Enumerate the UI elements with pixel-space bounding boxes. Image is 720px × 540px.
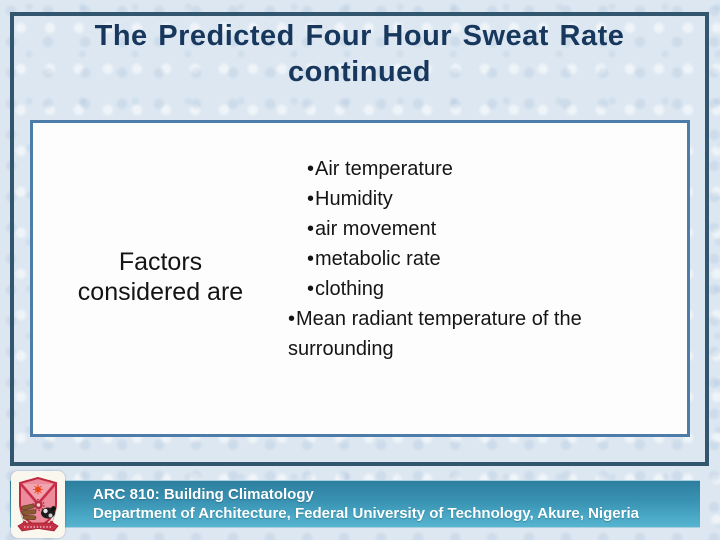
slide-frame: The Predicted Four Hour Sweat Rate conti… [10,12,709,466]
bullet-text: Air temperature [315,158,453,180]
bullet-icon: • [307,188,315,210]
factors-label-line-2: considered are [77,278,244,306]
university-crest-icon [17,476,59,532]
bullet-icon: • [307,158,315,180]
bullet-list: •Air temperature •Humidity •air movement… [288,154,638,364]
bullet-text: clothing [315,278,384,300]
factors-label: Factors considered are [53,247,268,307]
bullet-text: air movement [315,218,437,240]
content-box: Factors considered are •Air temperature … [30,120,690,437]
bullet-item: •Air temperature [288,154,638,184]
bullet-item: •air movement [288,214,638,244]
bullet-text: metabolic rate [315,248,441,270]
bullet-icon: • [307,248,315,270]
slide-title: The Predicted Four Hour Sweat Rate conti… [14,18,705,90]
footer-text: ARC 810: Building Climatology Department… [10,481,700,523]
footer-department: Department of Architecture, Federal Univ… [93,505,639,522]
title-line-2: continued [287,56,432,88]
bullet-text: Mean radiant temperature of the surround… [288,308,582,360]
factors-label-line-1: Factors [118,248,203,276]
bullet-text: Humidity [315,188,393,210]
university-logo-futa-crest [11,471,65,538]
bullet-item: •clothing [288,274,638,304]
bullet-item: •Humidity [288,184,638,214]
footer-bar: ARC 810: Building Climatology Department… [10,480,700,528]
bullet-icon: • [288,308,296,330]
bullet-icon: • [307,278,315,300]
bullet-item: •metabolic rate [288,244,638,274]
bullet-item: •Mean radiant temperature of the surroun… [288,304,638,364]
footer-course: ARC 810: Building Climatology [93,486,314,503]
title-line-1: The Predicted Four Hour Sweat Rate [94,20,625,52]
bullet-icon: • [307,218,315,240]
